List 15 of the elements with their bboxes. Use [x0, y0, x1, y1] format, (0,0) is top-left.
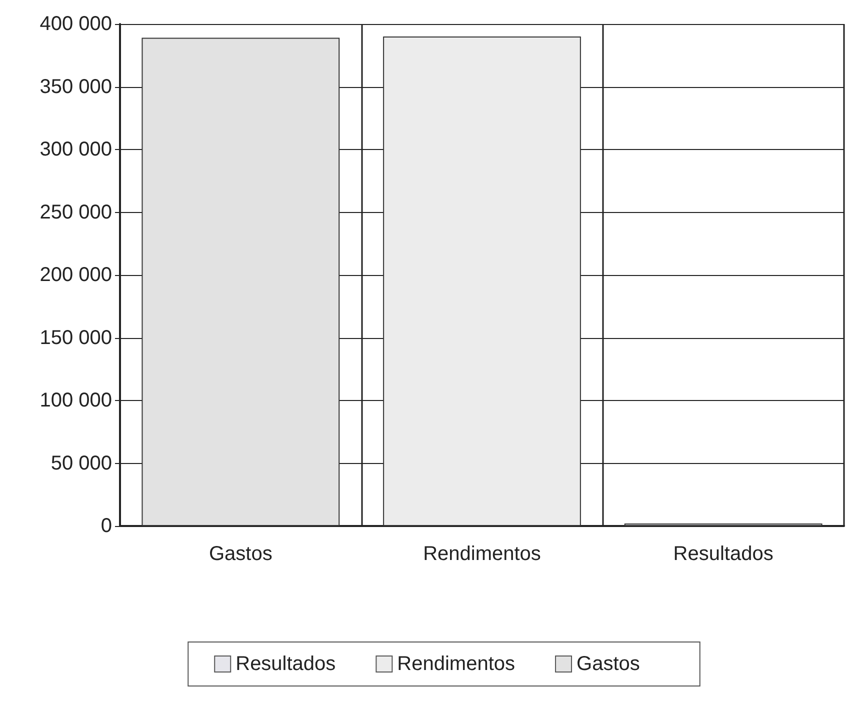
legend-label: Gastos: [576, 653, 640, 675]
y-tick-label: 50 000: [50, 452, 112, 474]
x-tick-label: Resultados: [673, 543, 774, 565]
legend-label: Rendimentos: [397, 653, 516, 675]
x-tick-label: Gastos: [208, 543, 272, 565]
y-tick-label: 200 000: [40, 264, 112, 286]
y-tick-label: 400 000: [40, 13, 112, 35]
y-tick-label: 150 000: [40, 326, 112, 349]
y-tick-label: 250 000: [40, 201, 112, 224]
legend-label: Resultados: [236, 653, 336, 675]
y-tick-label: 100 000: [40, 390, 112, 412]
y-tick-label: 300 000: [40, 138, 112, 160]
x-tick-label: Rendimentos: [423, 543, 541, 565]
y-tick-label: 0: [100, 515, 112, 537]
y-tick-label: 350 000: [40, 76, 112, 98]
